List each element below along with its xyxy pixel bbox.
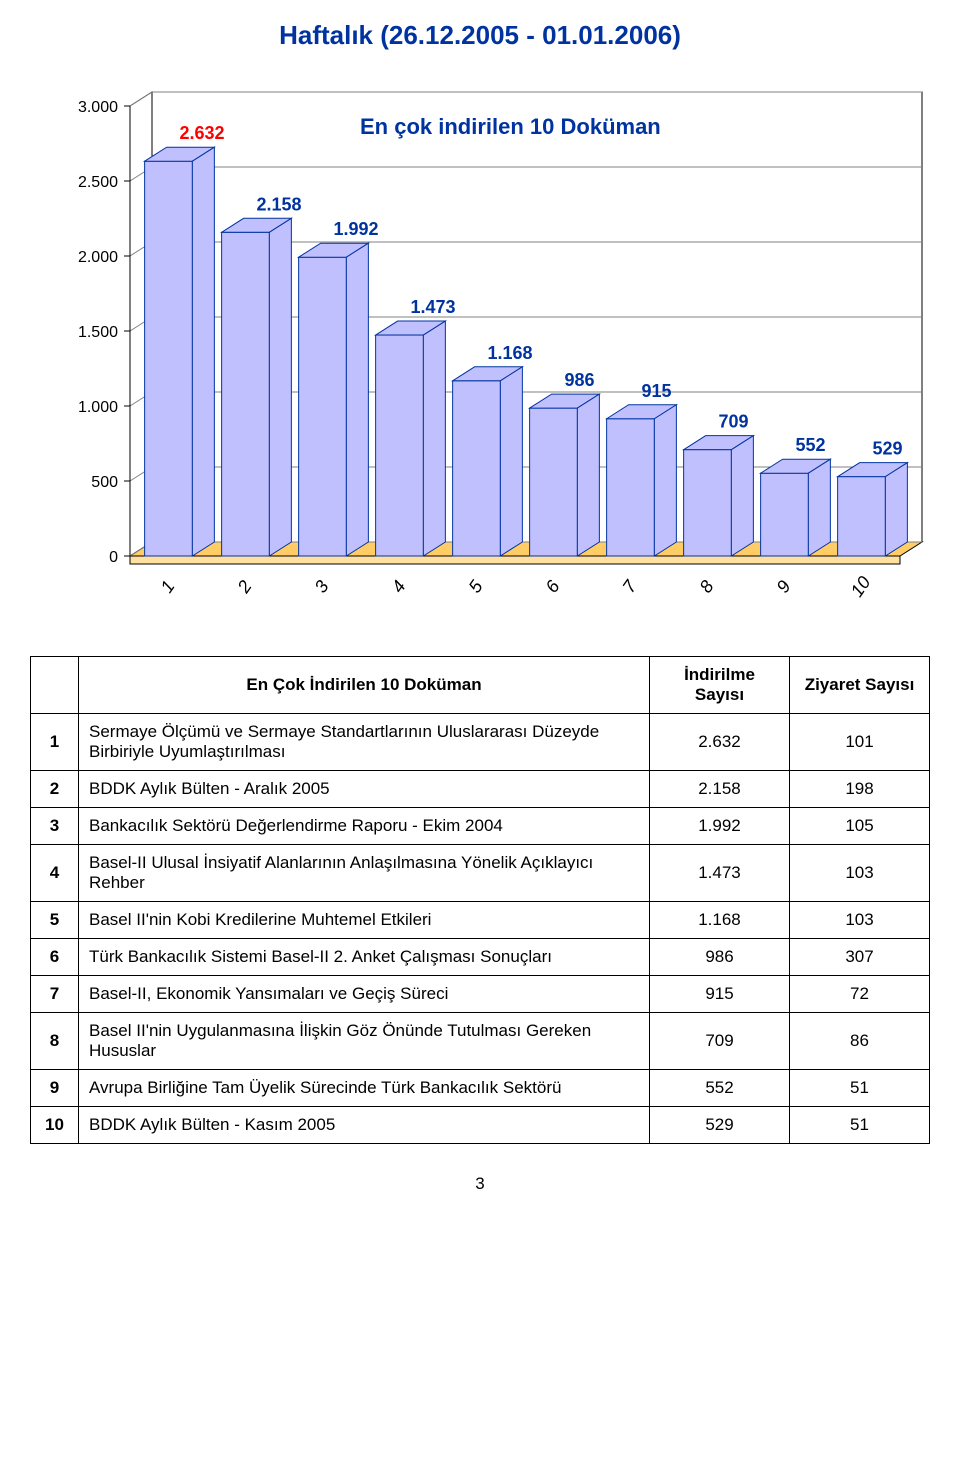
row-visits: 101	[790, 714, 930, 771]
chart-subtitle: En çok indirilen 10 Doküman	[360, 114, 661, 140]
table-row: 10BDDK Aylık Bülten - Kasım 200552951	[31, 1107, 930, 1144]
page-number: 3	[20, 1174, 940, 1194]
svg-text:1.500: 1.500	[78, 324, 118, 341]
row-num: 1	[31, 714, 79, 771]
header-blank	[31, 657, 79, 714]
row-num: 3	[31, 808, 79, 845]
svg-text:4: 4	[388, 577, 410, 597]
svg-text:7: 7	[619, 576, 642, 596]
svg-text:10: 10	[847, 573, 875, 601]
svg-text:5: 5	[465, 576, 488, 596]
svg-text:9: 9	[773, 577, 795, 597]
table-row: 1Sermaye Ölçümü ve Sermaye Standartların…	[31, 714, 930, 771]
svg-text:915: 915	[642, 381, 672, 401]
row-downloads: 915	[650, 976, 790, 1013]
row-downloads: 529	[650, 1107, 790, 1144]
row-name: BDDK Aylık Bülten - Aralık 2005	[79, 771, 650, 808]
svg-text:6: 6	[542, 576, 565, 596]
download-chart: En çok indirilen 10 Doküman 0 500 1.000 1.5…	[30, 66, 930, 626]
svg-text:2: 2	[233, 577, 256, 597]
row-num: 5	[31, 902, 79, 939]
row-num: 4	[31, 845, 79, 902]
header-downloads: İndirilme Sayısı	[650, 657, 790, 714]
row-num: 10	[31, 1107, 79, 1144]
row-visits: 103	[790, 845, 930, 902]
row-num: 9	[31, 1070, 79, 1107]
table-row: 7Basel-II, Ekonomik Yansımaları ve Geçiş…	[31, 976, 930, 1013]
svg-text:1.168: 1.168	[488, 343, 533, 363]
row-name: Basel-II, Ekonomik Yansımaları ve Geçiş …	[79, 976, 650, 1013]
row-num: 2	[31, 771, 79, 808]
svg-text:552: 552	[796, 435, 826, 455]
row-name: Avrupa Birliğine Tam Üyelik Sürecinde Tü…	[79, 1070, 650, 1107]
table-row: 6Türk Bankacılık Sistemi Basel-II 2. Ank…	[31, 939, 930, 976]
svg-text:3: 3	[311, 577, 333, 597]
row-visits: 86	[790, 1013, 930, 1070]
svg-text:2.632: 2.632	[180, 123, 225, 143]
header-name: En Çok İndirilen 10 Doküman	[79, 657, 650, 714]
svg-text:1: 1	[157, 577, 179, 597]
svg-text:986: 986	[565, 370, 595, 390]
header-visits: Ziyaret Sayısı	[790, 657, 930, 714]
row-visits: 105	[790, 808, 930, 845]
documents-table: En Çok İndirilen 10 Doküman İndirilme Sa…	[30, 656, 930, 1144]
row-name: Basel-II Ulusal İnsiyatif Alanlarının An…	[79, 845, 650, 902]
svg-text:1.000: 1.000	[78, 399, 118, 416]
bar-chart-svg: 0 500 1.000 1.500 2.000 2.500 3.000 2.632 1 2.158…	[30, 66, 930, 626]
svg-text:2.500: 2.500	[78, 174, 118, 191]
svg-text:1.473: 1.473	[411, 297, 456, 317]
row-visits: 51	[790, 1107, 930, 1144]
row-downloads: 552	[650, 1070, 790, 1107]
row-downloads: 986	[650, 939, 790, 976]
row-name: BDDK Aylık Bülten - Kasım 2005	[79, 1107, 650, 1144]
row-num: 7	[31, 976, 79, 1013]
table-row: 8Basel II'nin Uygulanmasına İlişkin Göz …	[31, 1013, 930, 1070]
row-name: Sermaye Ölçümü ve Sermaye Standartlarını…	[79, 714, 650, 771]
row-name: Basel II'nin Uygulanmasına İlişkin Göz Ö…	[79, 1013, 650, 1070]
row-downloads: 1.168	[650, 902, 790, 939]
table-row: 3Bankacılık Sektörü Değerlendirme Raporu…	[31, 808, 930, 845]
row-downloads: 2.158	[650, 771, 790, 808]
row-downloads: 1.992	[650, 808, 790, 845]
row-name: Türk Bankacılık Sistemi Basel-II 2. Anke…	[79, 939, 650, 976]
row-name: Bankacılık Sektörü Değerlendirme Raporu …	[79, 808, 650, 845]
row-num: 8	[31, 1013, 79, 1070]
svg-text:529: 529	[873, 439, 903, 459]
row-name: Basel II'nin Kobi Kredilerine Muhtemel E…	[79, 902, 650, 939]
table-row: 5Basel II'nin Kobi Kredilerine Muhtemel …	[31, 902, 930, 939]
row-visits: 72	[790, 976, 930, 1013]
table-row: 4Basel-II Ulusal İnsiyatif Alanlarının A…	[31, 845, 930, 902]
svg-text:3.000: 3.000	[78, 99, 118, 116]
row-downloads: 1.473	[650, 845, 790, 902]
row-visits: 103	[790, 902, 930, 939]
svg-text:1.992: 1.992	[334, 219, 379, 239]
page-title: Haftalık (26.12.2005 - 01.01.2006)	[20, 20, 940, 51]
svg-text:8: 8	[696, 577, 718, 597]
row-downloads: 2.632	[650, 714, 790, 771]
row-visits: 51	[790, 1070, 930, 1107]
svg-text:709: 709	[719, 412, 749, 432]
svg-text:2.000: 2.000	[78, 249, 118, 266]
row-downloads: 709	[650, 1013, 790, 1070]
row-num: 6	[31, 939, 79, 976]
svg-text:0: 0	[109, 549, 118, 566]
svg-text:500: 500	[91, 474, 118, 491]
row-visits: 198	[790, 771, 930, 808]
row-visits: 307	[790, 939, 930, 976]
svg-text:2.158: 2.158	[257, 194, 302, 214]
table-row: 9Avrupa Birliğine Tam Üyelik Sürecinde T…	[31, 1070, 930, 1107]
table-row: 2BDDK Aylık Bülten - Aralık 20052.158198	[31, 771, 930, 808]
